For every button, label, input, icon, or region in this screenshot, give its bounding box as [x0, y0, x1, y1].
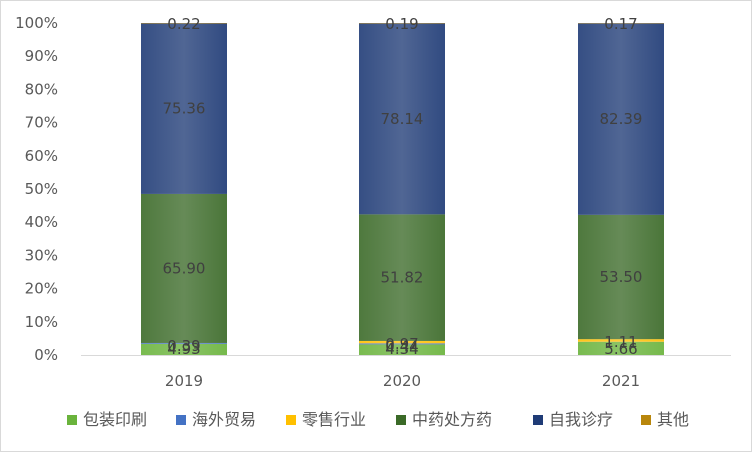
- bar-segment-shade: [359, 344, 445, 355]
- bar-segment-shade: [141, 193, 227, 343]
- data-label: 0.17: [604, 15, 637, 33]
- data-label: 4.93: [167, 340, 200, 358]
- y-axis: 0% 10% 20% 30% 40% 50% 60% 70% 80% 90% 100%: [15, 14, 58, 364]
- bar-segment-shade: [141, 343, 227, 355]
- bar-segment-shade: [578, 339, 664, 342]
- x-tick-label: 2021: [602, 372, 640, 390]
- data-label: 51.82: [381, 269, 424, 287]
- legend-swatch: [286, 415, 296, 425]
- bar-segment-shade: [578, 341, 664, 355]
- y-tick-label: 80%: [25, 80, 58, 98]
- data-label: 82.39: [600, 110, 643, 128]
- legend: 包装印刷 海外贸易 零售行业 中药处方药 自我诊疗 其他: [67, 410, 689, 429]
- y-tick-label: 50%: [25, 180, 58, 198]
- y-tick-label: 40%: [25, 213, 58, 231]
- bar-segment-shade: [141, 23, 227, 194]
- x-axis: 2019 2020 2021: [81, 355, 731, 390]
- legend-item: 其他: [641, 410, 689, 429]
- legend-swatch: [641, 415, 651, 425]
- data-label: 0.19: [385, 15, 418, 33]
- y-tick-label: 20%: [25, 280, 58, 298]
- legend-item: 海外贸易: [176, 410, 256, 429]
- data-label: 0.22: [167, 15, 200, 33]
- y-tick-label: 10%: [25, 313, 58, 331]
- legend-label: 海外贸易: [192, 410, 256, 429]
- bar-segment-shade: [359, 214, 445, 341]
- y-tick-label: 70%: [25, 114, 58, 132]
- x-tick-label: 2020: [383, 372, 421, 390]
- y-tick-label: 30%: [25, 246, 58, 264]
- bar-segment-shade: [578, 214, 664, 340]
- data-label: 75.36: [163, 100, 206, 118]
- legend-swatch: [67, 415, 77, 425]
- legend-label: 包装印刷: [83, 410, 147, 429]
- bar-segment-shade: [359, 340, 445, 344]
- legend-swatch: [533, 415, 543, 425]
- legend-item: 中药处方药: [396, 410, 492, 429]
- legend-label: 其他: [657, 410, 689, 429]
- y-tick-label: 0%: [34, 346, 58, 364]
- legend-swatch: [176, 415, 186, 425]
- data-label: 0.97: [385, 335, 418, 353]
- legend-label: 零售行业: [302, 410, 366, 429]
- data-label: 5.66: [604, 340, 637, 358]
- data-label: 53.50: [600, 268, 643, 286]
- data-label: 0.44: [385, 337, 418, 355]
- legend-item: 自我诊疗: [533, 410, 613, 429]
- legend-label: 中药处方药: [412, 410, 492, 429]
- data-label: 4.34: [385, 340, 418, 358]
- bars: 4.930.39 65.90 75.36 0.22 4.340.440.97 51.82 7…: [141, 15, 664, 358]
- y-tick-label: 60%: [25, 147, 58, 165]
- legend-label: 自我诊疗: [549, 410, 613, 429]
- legend-item: 包装印刷: [67, 410, 147, 429]
- bar-segment-shade: [359, 343, 445, 345]
- data-label: 78.14: [381, 110, 424, 128]
- bar-segment-shade: [141, 342, 227, 344]
- data-label: 0.39: [167, 337, 200, 355]
- bar-segment-shade: [359, 23, 445, 215]
- data-label: 1.11: [604, 333, 637, 351]
- data-label: 65.90: [163, 259, 206, 277]
- legend-swatch: [396, 415, 406, 425]
- y-tick-label: 100%: [15, 14, 58, 32]
- x-tick-label: 2019: [165, 372, 203, 390]
- legend-item: 零售行业: [286, 410, 366, 429]
- y-tick-label: 90%: [25, 47, 58, 65]
- bar-segment-shade: [578, 23, 664, 215]
